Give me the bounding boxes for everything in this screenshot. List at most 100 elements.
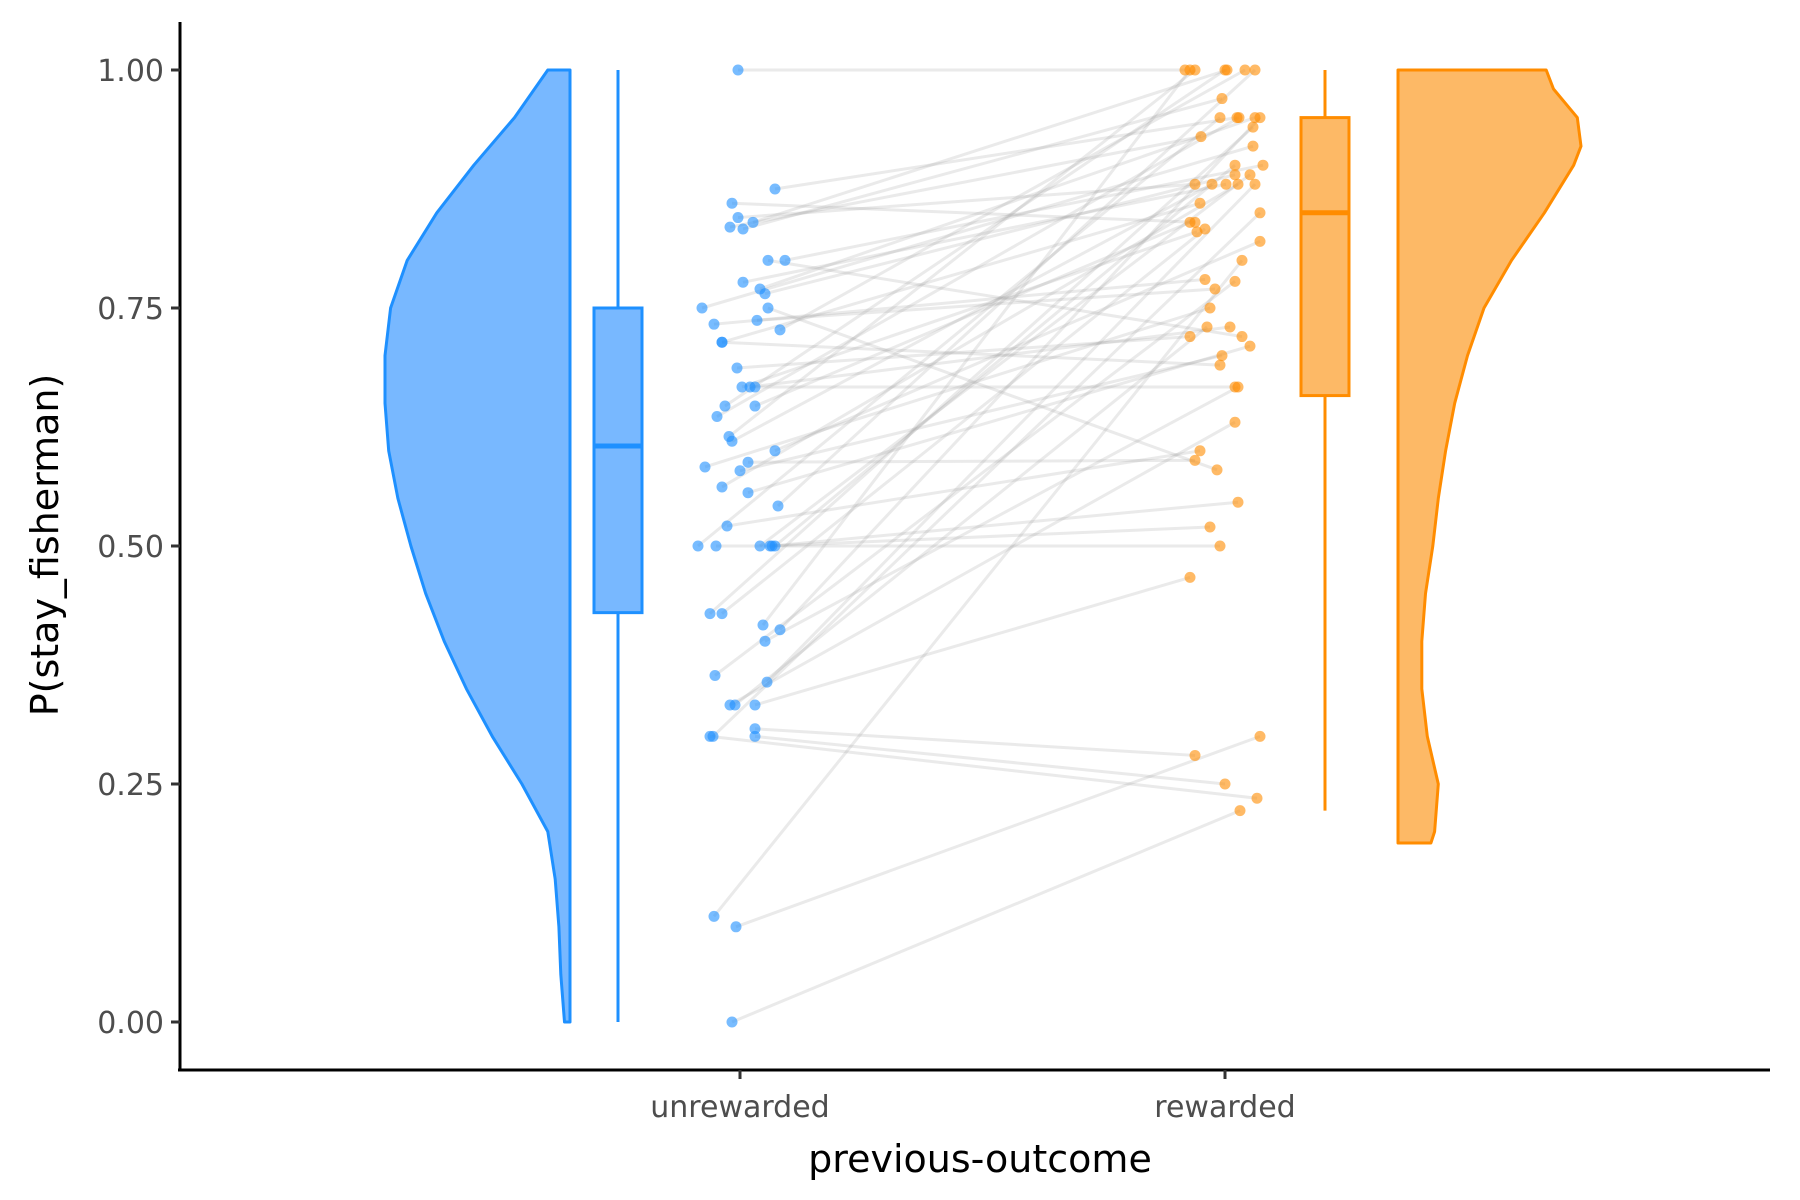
boxplot-box-rewarded <box>1299 116 1351 398</box>
pair-line <box>769 525 1211 548</box>
point-rewarded <box>1249 64 1261 76</box>
point-unrewarded <box>730 921 742 933</box>
point-unrewarded <box>769 183 781 195</box>
pair-line <box>721 182 1239 489</box>
y-tick-label: 1.00 <box>97 54 164 89</box>
pair-line <box>747 344 1251 495</box>
pair-line <box>784 163 1264 262</box>
pair-line <box>721 201 1201 344</box>
point-rewarded <box>1244 340 1256 352</box>
pair-line <box>739 354 1223 473</box>
point-rewarded <box>1214 112 1226 124</box>
pair-line <box>754 220 1191 408</box>
pair-line <box>729 420 1236 707</box>
point-rewarded <box>1232 381 1244 393</box>
point-unrewarded <box>749 381 761 393</box>
x-axis-ticks: unrewarded rewarded <box>650 1070 1296 1125</box>
point-unrewarded <box>716 608 728 620</box>
point-rewarded <box>1195 131 1207 143</box>
point-rewarded <box>1239 64 1251 76</box>
pair-line <box>754 734 1226 786</box>
pair-line <box>736 335 1191 370</box>
pair-line <box>731 201 1196 224</box>
pair-line <box>742 182 1227 284</box>
pair-line <box>701 144 1254 310</box>
point-unrewarded <box>724 221 736 233</box>
pair-line <box>771 500 1239 548</box>
point-unrewarded <box>704 608 716 620</box>
point-unrewarded <box>754 540 766 552</box>
point-unrewarded <box>762 302 774 314</box>
point-unrewarded <box>737 223 749 235</box>
point-rewarded <box>1189 454 1201 466</box>
pair-line <box>767 258 1243 339</box>
x-tick-label: rewarded <box>1154 1090 1295 1125</box>
pair-line <box>728 68 1196 438</box>
boxplot-box-unrewarded <box>592 306 644 615</box>
point-unrewarded <box>737 276 749 288</box>
point-unrewarded <box>736 381 748 393</box>
pair-line <box>764 385 1239 643</box>
point-rewarded <box>1249 178 1261 190</box>
paired-lines <box>697 68 1264 1024</box>
pair-line <box>761 69 1192 626</box>
pair-line <box>749 325 1231 389</box>
point-rewarded <box>1257 159 1269 171</box>
point-rewarded <box>1201 321 1213 333</box>
y-tick-label: 0.00 <box>97 1006 164 1041</box>
pair-line <box>721 227 1206 615</box>
point-rewarded <box>1251 792 1263 804</box>
point-rewarded <box>1194 197 1206 209</box>
point-unrewarded <box>759 635 771 647</box>
pair-line <box>713 277 1206 326</box>
point-unrewarded <box>762 254 774 266</box>
pair-line <box>741 230 1198 389</box>
point-rewarded <box>1214 359 1226 371</box>
y-tick-label: 0.50 <box>97 530 164 565</box>
pair-line <box>767 306 1218 472</box>
pair-line <box>697 116 1221 548</box>
point-unrewarded <box>732 64 744 76</box>
y-tick-label: 0.75 <box>97 292 164 327</box>
point-rewarded <box>1229 169 1241 181</box>
pair-line <box>759 173 1251 548</box>
point-rewarded <box>1184 216 1196 228</box>
point-unrewarded <box>742 487 754 499</box>
point-rewarded <box>1232 178 1244 190</box>
density-clouds <box>383 68 1583 1024</box>
pair-line <box>774 116 1238 191</box>
point-rewarded <box>1236 331 1248 343</box>
point-unrewarded <box>757 619 769 631</box>
point-unrewarded <box>769 540 781 552</box>
point-unrewarded <box>707 730 719 742</box>
point-unrewarded <box>742 456 754 468</box>
point-rewarded <box>1219 64 1231 76</box>
point-unrewarded <box>732 212 744 224</box>
y-axis-title: P(stay_fisherman) <box>23 374 67 717</box>
point-rewarded <box>1209 283 1221 295</box>
point-unrewarded <box>749 723 761 735</box>
point-rewarded <box>1254 112 1266 124</box>
point-rewarded <box>1219 778 1231 790</box>
point-unrewarded <box>719 400 731 412</box>
pair-line <box>731 182 1213 443</box>
point-rewarded <box>1184 64 1196 76</box>
point-rewarded <box>1229 275 1241 287</box>
point-unrewarded <box>711 411 723 423</box>
point-rewarded <box>1233 112 1245 124</box>
point-unrewarded <box>726 1016 738 1028</box>
pair-line <box>734 325 1208 707</box>
pair-line <box>735 734 1261 929</box>
point-rewarded <box>1220 178 1232 190</box>
pair-line <box>721 340 1221 367</box>
point-rewarded <box>1254 235 1266 247</box>
data-points <box>692 64 1269 1028</box>
x-axis-title: previous-outcome <box>808 1137 1152 1181</box>
point-unrewarded <box>721 520 733 532</box>
point-rewarded <box>1204 521 1216 533</box>
pair-line <box>776 68 1257 508</box>
point-unrewarded <box>731 362 743 374</box>
pair-line <box>712 259 1244 918</box>
point-rewarded <box>1244 169 1256 181</box>
